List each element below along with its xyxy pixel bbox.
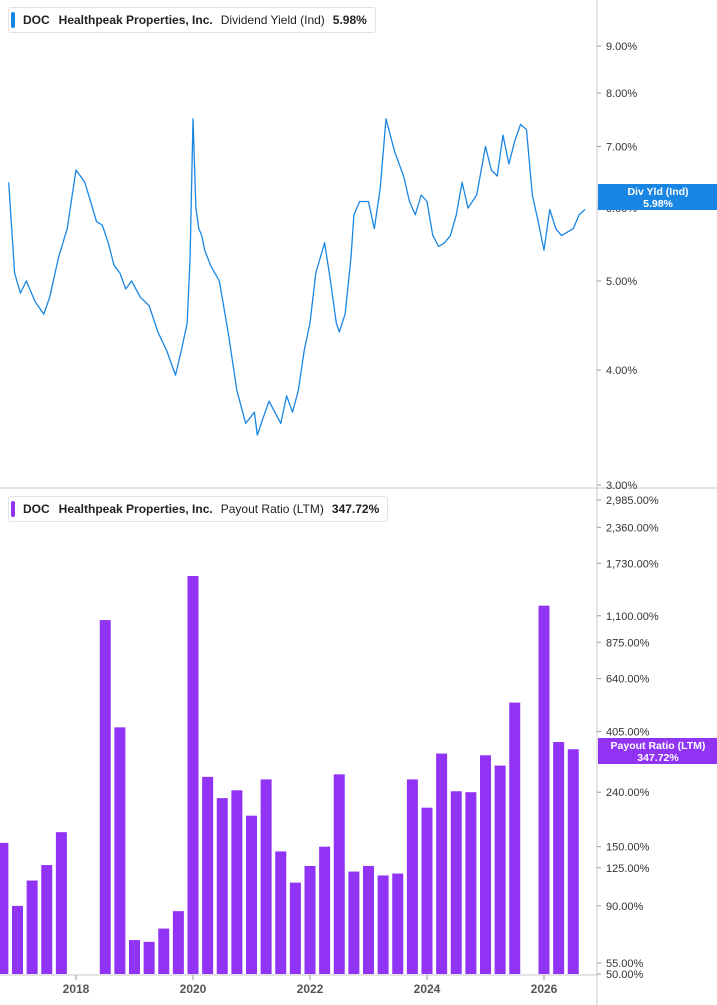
payout-bar: [260, 779, 272, 974]
payout-ratio-callout: Payout Ratio (LTM)347.72%: [598, 738, 717, 764]
callout-value: 347.72%: [637, 752, 679, 764]
payout-bar: [465, 792, 477, 974]
payout-bar: [216, 798, 228, 974]
metric-name: Dividend Yield (Ind): [220, 13, 325, 27]
y-tick-label: 3.00%: [606, 480, 637, 492]
y-tick-label: 150.00%: [606, 842, 650, 854]
payout-bar: [129, 940, 140, 974]
payout-bar: [450, 791, 462, 974]
payout-bar: [289, 882, 301, 974]
y-tick-label: 5.00%: [606, 276, 637, 288]
y-tick-label: 405.00%: [606, 727, 650, 739]
payout-bar: [275, 851, 287, 974]
payout-bar: [553, 742, 565, 974]
y-tick-label: 9.00%: [606, 41, 637, 53]
y-tick-label: 125.00%: [606, 863, 650, 875]
y-tick-label: 8.00%: [606, 88, 637, 100]
x-tick-label: 2020: [180, 982, 207, 996]
payout-bar: [348, 871, 360, 974]
current-value: 347.72%: [331, 502, 380, 516]
legend-dividend-yield: DOC Healthpeak Properties, Inc. Dividend…: [8, 7, 376, 33]
payout-bar: [421, 807, 433, 974]
metric-name: Payout Ratio (LTM): [220, 502, 324, 516]
callout-value: 5.98%: [643, 198, 673, 210]
payout-bar: [377, 875, 389, 974]
payout-bar: [392, 873, 404, 974]
payout-bar: [187, 576, 199, 974]
y-tick-label: 7.00%: [606, 141, 637, 153]
payout-bar: [158, 928, 170, 974]
payout-bar: [143, 941, 155, 974]
series-swatch: [11, 12, 15, 28]
y-tick-label: 1,100.00%: [606, 611, 659, 623]
series-swatch: [11, 501, 15, 517]
payout-bar: [304, 865, 316, 974]
y-tick-label: 90.00%: [606, 901, 644, 913]
y-tick-label: 50.00%: [606, 969, 644, 981]
payout-bar: [172, 911, 184, 974]
company-name: Healthpeak Properties, Inc.: [58, 13, 213, 27]
payout-bar: [363, 865, 374, 974]
y-tick-label: 4.00%: [606, 365, 637, 377]
payout-bar: [55, 832, 67, 974]
y-tick-label: 2,360.00%: [606, 522, 659, 534]
payout-bar: [319, 846, 331, 974]
payout-bar: [202, 776, 214, 974]
callout-label: Payout Ratio (LTM): [611, 740, 706, 752]
x-tick-label: 2024: [414, 982, 441, 996]
payout-bar: [99, 620, 111, 974]
payout-bar: [509, 702, 521, 974]
y-tick-label: 2,985.00%: [606, 495, 659, 507]
payout-bar: [406, 779, 418, 974]
x-tick-label: 2022: [297, 982, 324, 996]
ticker-label: DOC: [23, 502, 50, 516]
payout-bar: [231, 790, 243, 974]
payout-bar: [436, 753, 448, 974]
callout-box: [598, 738, 717, 764]
y-tick-label: 240.00%: [606, 787, 650, 799]
callout-box: [598, 184, 717, 210]
dividend-yield-callout: Div Yld (Ind)5.98%: [598, 184, 717, 210]
payout-bar: [0, 842, 9, 974]
dividend-yield-line: [8, 118, 586, 436]
payout-bar: [114, 727, 126, 974]
payout-bar: [480, 755, 491, 974]
legend-payout-ratio: DOC Healthpeak Properties, Inc. Payout R…: [8, 496, 389, 522]
payout-bar: [333, 774, 345, 974]
ticker-label: DOC: [23, 13, 50, 27]
payout-bar: [246, 815, 257, 974]
payout-bar: [567, 749, 579, 974]
x-tick-label: 2018: [63, 982, 90, 996]
company-name: Healthpeak Properties, Inc.: [58, 502, 213, 516]
payout-bar: [12, 905, 23, 974]
payout-bar: [26, 880, 38, 974]
payout-bar: [538, 605, 550, 974]
y-tick-label: 875.00%: [606, 637, 650, 649]
current-value: 5.98%: [332, 13, 367, 27]
payout-bar: [41, 865, 53, 974]
x-tick-label: 2026: [531, 982, 558, 996]
payout-bar: [494, 765, 506, 974]
y-tick-label: 1,730.00%: [606, 558, 659, 570]
y-tick-label: 55.00%: [606, 958, 644, 970]
callout-label: Div Yld (Ind): [627, 186, 688, 198]
y-tick-label: 640.00%: [606, 674, 650, 686]
